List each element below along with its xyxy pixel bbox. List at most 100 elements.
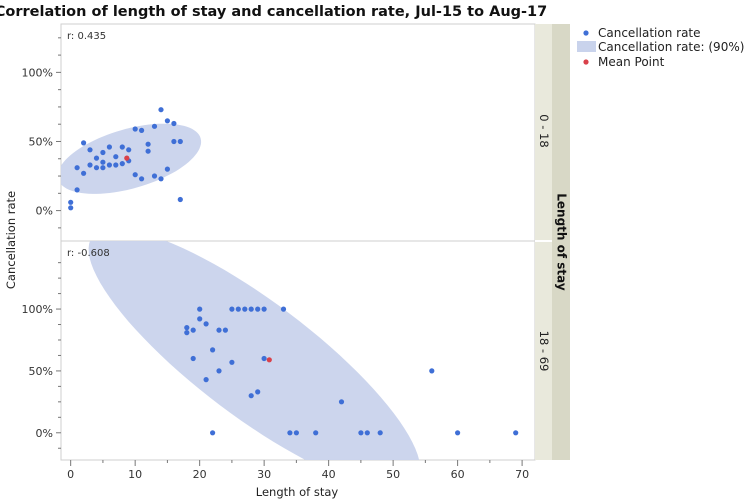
data-point	[164, 118, 170, 124]
data-point	[158, 176, 164, 182]
data-point	[100, 159, 106, 165]
data-point	[145, 148, 151, 154]
density-ellipse	[61, 123, 202, 194]
data-point	[74, 165, 80, 171]
x-tick-label: 40	[322, 468, 336, 481]
data-point	[190, 327, 196, 333]
y-tick-label: 100%	[22, 66, 53, 79]
plot-area: r: 0.435 0% 50% 100% r: -0.608 0% 50% 100% 0 10 20…	[22, 23, 536, 481]
group-strip-title: Length of stay	[555, 193, 569, 291]
legend: Cancellation rate Cancellation rate: (90…	[577, 26, 744, 69]
data-point	[261, 355, 267, 362]
data-point	[197, 306, 203, 312]
legend-label-mean-point: Mean Point	[598, 55, 665, 69]
data-point	[177, 138, 183, 145]
y-tick-label: 0%	[36, 205, 53, 218]
data-point	[293, 430, 299, 436]
data-point	[151, 173, 158, 179]
data-point	[255, 306, 261, 312]
correlation-label: r: 0.435	[67, 31, 106, 42]
data-point	[113, 154, 119, 160]
data-point	[358, 430, 364, 436]
x-tick-label: 70	[515, 468, 529, 481]
y-tick-label: 50%	[29, 365, 53, 378]
data-point	[68, 205, 74, 211]
data-point	[158, 107, 164, 113]
mean-point	[266, 357, 272, 363]
group-strip: 0 - 18 18 - 69 Length of stay	[535, 24, 570, 460]
data-point	[100, 165, 106, 171]
x-tick-label: 10	[128, 468, 142, 481]
data-point	[139, 127, 145, 133]
data-point	[229, 306, 235, 312]
data-point	[171, 120, 177, 127]
data-point	[151, 123, 158, 129]
data-point	[87, 162, 93, 168]
chart-title: Correlation of length of stay and cancel…	[0, 4, 547, 20]
data-point	[81, 170, 87, 176]
y-tick-label: 50%	[29, 135, 53, 148]
data-point	[216, 327, 222, 333]
data-point	[93, 155, 100, 161]
mean-point	[124, 155, 130, 161]
data-point	[210, 430, 216, 436]
data-point	[132, 126, 138, 132]
data-point	[313, 430, 319, 436]
x-tick-label: 20	[193, 468, 207, 481]
data-point	[222, 327, 228, 333]
legend-point-marker	[583, 30, 589, 36]
data-point	[338, 399, 345, 405]
data-point	[203, 321, 209, 327]
legend-ellipse-swatch	[577, 41, 596, 52]
x-axis: 0 10 20 30 40 50 60 70	[67, 460, 529, 481]
data-point	[119, 161, 125, 167]
data-point	[261, 306, 267, 312]
data-point	[100, 149, 106, 156]
density-ellipse	[88, 241, 420, 460]
group-label-18-69: 18 - 69	[537, 331, 551, 372]
data-point	[203, 377, 209, 383]
data-point	[171, 138, 177, 145]
data-point	[145, 141, 151, 147]
group-label-0-18: 0 - 18	[537, 114, 551, 147]
data-point	[74, 187, 80, 193]
x-tick-label: 60	[451, 468, 465, 481]
x-tick-label: 0	[67, 468, 74, 481]
data-point	[106, 144, 112, 150]
data-point	[93, 165, 100, 171]
data-point	[119, 144, 125, 150]
data-point	[164, 166, 170, 172]
data-point	[126, 147, 132, 153]
data-point	[248, 393, 254, 399]
data-point	[81, 140, 87, 146]
data-point	[513, 430, 519, 436]
panel-18-69: r: -0.608 0% 50% 100%	[22, 240, 536, 461]
legend-label-ellipse: Cancellation rate: (90%)	[598, 40, 744, 54]
data-point	[210, 347, 216, 353]
data-point	[287, 430, 293, 436]
data-point	[364, 430, 370, 436]
y-tick-label: 0%	[36, 427, 53, 440]
data-point	[429, 368, 435, 374]
data-point	[177, 196, 183, 203]
data-point	[139, 176, 145, 182]
data-point	[113, 162, 119, 168]
data-point	[190, 355, 196, 362]
data-point	[255, 389, 261, 395]
data-point	[184, 330, 190, 336]
data-point	[87, 147, 93, 153]
data-point	[216, 368, 222, 374]
data-point	[235, 306, 241, 312]
data-point	[248, 306, 254, 312]
data-point	[242, 306, 248, 312]
y-axis-title: Cancellation rate	[4, 191, 18, 289]
x-tick-label: 30	[257, 468, 271, 481]
data-point	[68, 199, 74, 205]
data-point	[455, 430, 461, 436]
data-point	[197, 316, 203, 322]
group-strip-outer	[552, 24, 570, 460]
x-tick-label: 50	[386, 468, 400, 481]
data-point	[132, 172, 138, 178]
data-point	[106, 162, 112, 168]
